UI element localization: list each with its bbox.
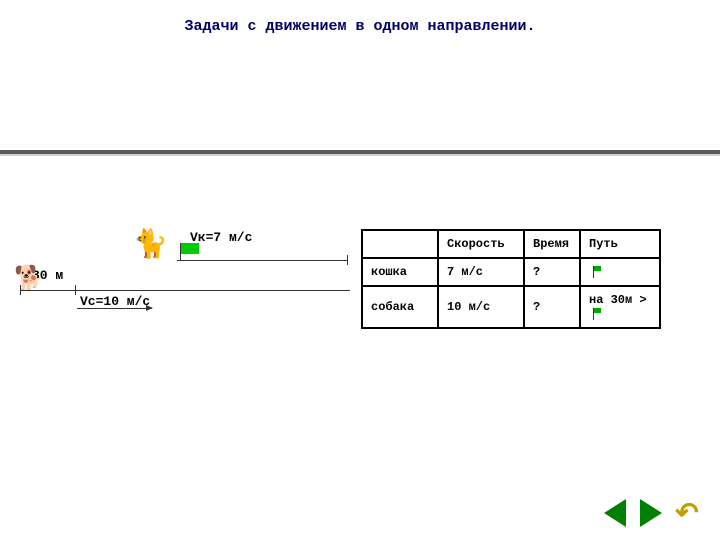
table-row: кошка 7 м/с ?	[362, 258, 660, 286]
cell-path	[580, 258, 660, 286]
dog-road-line	[20, 290, 350, 291]
cell-speed: 10 м/с	[438, 286, 524, 328]
dog-speed-label: Vс=10 м/с	[80, 294, 150, 309]
nav-controls: ↶	[600, 498, 702, 528]
back-button[interactable]	[600, 498, 630, 528]
table-header-row: Скорость Время Путь	[362, 230, 660, 258]
forward-button[interactable]	[636, 498, 666, 528]
chevron-left-icon	[604, 499, 626, 527]
header-speed: Скорость	[438, 230, 524, 258]
cat-road-line	[177, 260, 347, 261]
cat-icon: 🐈	[133, 233, 168, 261]
page-title: Задачи с движением в одном направлении.	[0, 0, 720, 35]
dog-velocity-arrow	[77, 308, 152, 309]
flag-icon	[593, 266, 594, 278]
header-path: Путь	[580, 230, 660, 258]
return-button[interactable]: ↶	[672, 498, 702, 528]
flag-icon	[593, 308, 594, 320]
cell-time: ?	[524, 286, 580, 328]
table-row: собака 10 м/с ? на 30м >	[362, 286, 660, 328]
chevron-right-icon	[640, 499, 662, 527]
cell-name: собака	[362, 286, 438, 328]
cell-path: на 30м >	[580, 286, 660, 328]
header-empty	[362, 230, 438, 258]
road-end-tick	[347, 255, 348, 265]
cell-name: кошка	[362, 258, 438, 286]
cat-speed-label: Vк=7 м/с	[190, 230, 252, 245]
data-table: Скорость Время Путь кошка 7 м/с ? собака…	[361, 229, 661, 329]
header-time: Время	[524, 230, 580, 258]
divider-line	[0, 150, 720, 154]
return-icon: ↶	[675, 499, 698, 527]
cell-time: ?	[524, 258, 580, 286]
motion-diagram: Vк=7 м/с 🐈 30 м 🐕 Vс=10 м/с	[15, 225, 350, 325]
cell-speed: 7 м/с	[438, 258, 524, 286]
